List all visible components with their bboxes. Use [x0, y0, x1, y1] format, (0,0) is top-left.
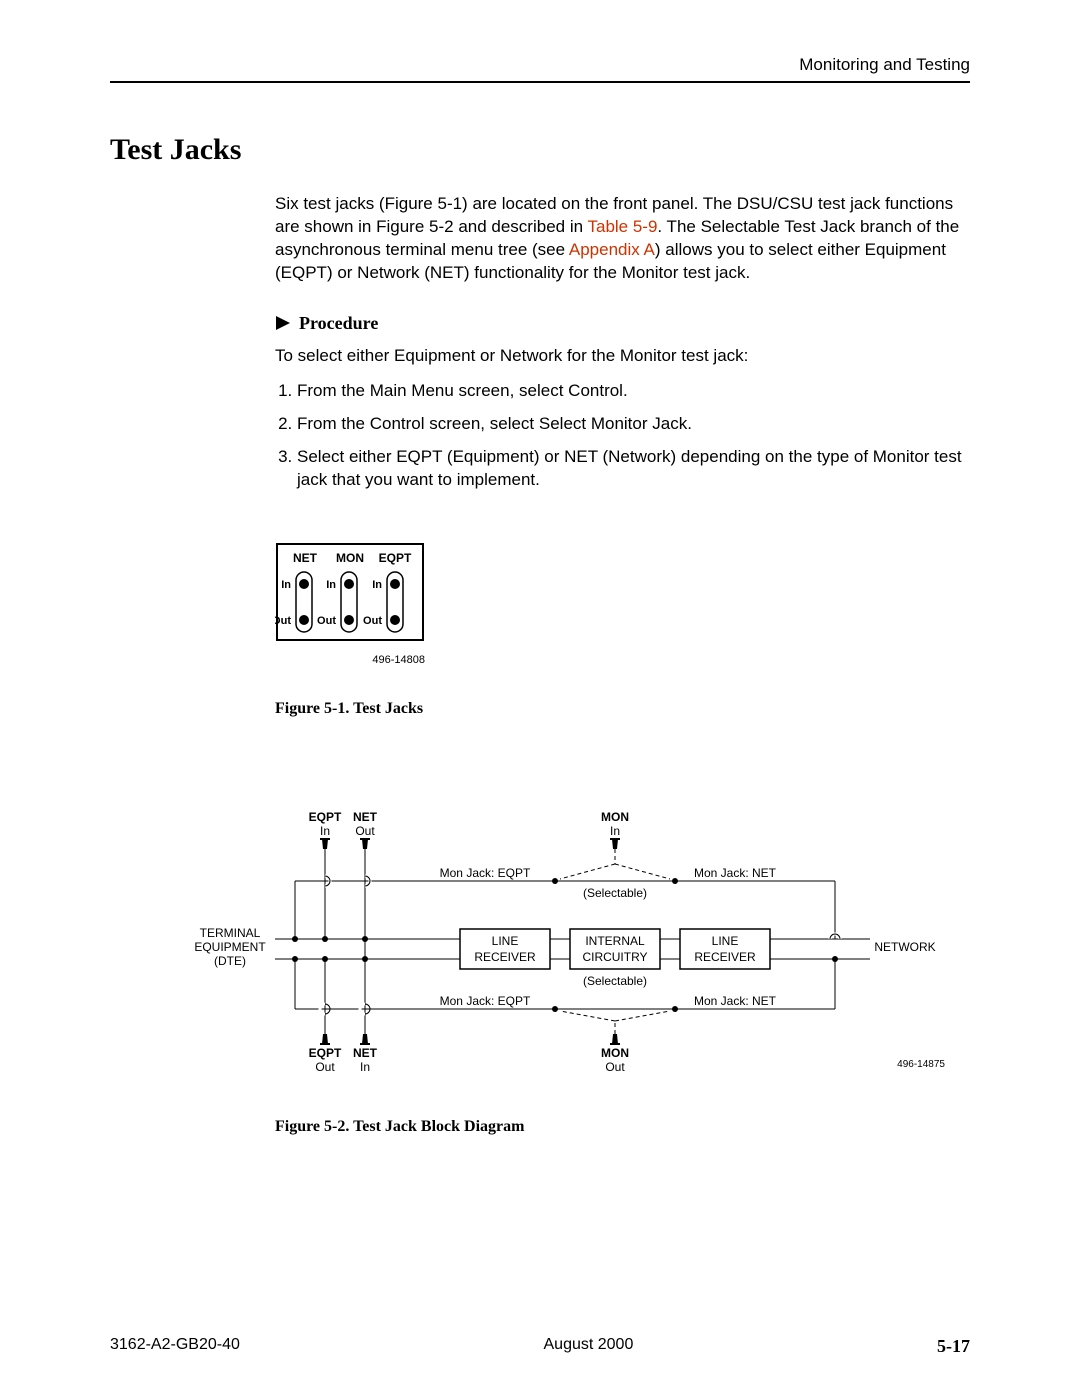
triangle-icon — [275, 315, 291, 331]
fig2-box-lr2-l2: RECEIVER — [694, 950, 756, 964]
fig2-box-lr2-l1: LINE — [712, 934, 739, 948]
fig1-out-3: Out — [363, 615, 382, 627]
fig1-in-1: In — [281, 579, 291, 591]
page: Monitoring and Testing Test Jacks Six te… — [0, 0, 1080, 1397]
figure-5-2: EQPT NET In Out MON In EQPT NET Out In M… — [175, 809, 970, 1138]
procedure-intro: To select either Equipment or Network fo… — [275, 345, 970, 368]
footer-page: 5-17 — [937, 1336, 970, 1357]
fig2-bot-eqpt: EQPT — [309, 1046, 342, 1060]
procedure-heading: Procedure — [275, 311, 970, 335]
fig2-bot-mon: MON — [601, 1046, 629, 1060]
footer-docid: 3162-A2-GB20-40 — [110, 1336, 240, 1357]
fig1-out-2: Out — [317, 615, 336, 627]
fig2-mon-eqpt-bot: Mon Jack: EQPT — [440, 994, 531, 1008]
fig1-in-3: In — [372, 579, 382, 591]
footer: 3162-A2-GB20-40 August 2000 5-17 — [110, 1336, 970, 1357]
fig2-mon-eqpt-top: Mon Jack: EQPT — [440, 866, 531, 880]
figure-5-1-caption: Figure 5-1. Test Jacks — [275, 698, 970, 720]
fig1-col-1: In Out — [275, 572, 312, 632]
link-table-5-9[interactable]: Table 5-9 — [587, 217, 657, 236]
fig2-box-int-l1: INTERNAL — [585, 934, 645, 948]
fig2-box-int-l2: CIRCUITRY — [582, 950, 647, 964]
procedure-steps: From the Main Menu screen, select Contro… — [275, 380, 970, 492]
fig2-bot-mon-out: Out — [605, 1060, 625, 1074]
step-2: From the Control screen, select Select M… — [297, 413, 970, 436]
fig1-col-eqpt: EQPT — [379, 551, 412, 565]
fig1-col-mon: MON — [336, 551, 364, 565]
fig2-bot-net: NET — [353, 1046, 378, 1060]
figure-5-2-svg: EQPT NET In Out MON In EQPT NET Out In M… — [175, 809, 955, 1079]
fig2-selectable-bot: (Selectable) — [583, 974, 647, 988]
fig2-top-jacks — [320, 839, 620, 849]
header-section: Monitoring and Testing — [110, 55, 970, 75]
fig1-col-2: In Out — [317, 572, 357, 632]
fig2-box-lr1-l2: RECEIVER — [474, 950, 536, 964]
figure-5-1: NET MON EQPT In Out In Out — [275, 542, 970, 719]
fig2-top-out: Out — [355, 824, 375, 838]
fig2-top-mon: MON — [601, 810, 629, 824]
fig2-top-in: In — [320, 824, 330, 838]
fig2-right-label: NETWORK — [874, 940, 935, 954]
fig1-col-net: NET — [293, 551, 318, 565]
fig2-top-mon-in: In — [610, 824, 620, 838]
content: Six test jacks (Figure 5-1) are located … — [275, 193, 970, 1138]
fig1-col-3: In Out — [363, 572, 403, 632]
fig2-left-l3: (DTE) — [214, 954, 246, 968]
fig2-bot-in: In — [360, 1060, 370, 1074]
intro-paragraph: Six test jacks (Figure 5-1) are located … — [275, 193, 970, 285]
fig2-left-l2: EQUIPMENT — [194, 940, 266, 954]
fig2-mon-net-bot: Mon Jack: NET — [694, 994, 777, 1008]
step-1: From the Main Menu screen, select Contro… — [297, 380, 970, 403]
figure-5-1-svg: NET MON EQPT In Out In Out — [275, 542, 425, 642]
fig2-left-l1: TERMINAL — [200, 926, 261, 940]
fig1-in-2: In — [326, 579, 336, 591]
link-appendix-a[interactable]: Appendix A — [569, 240, 655, 259]
fig2-top-eqpt: EQPT — [309, 810, 342, 824]
figure-5-2-refno: 496-14875 — [897, 1059, 945, 1070]
fig2-mon-net-top: Mon Jack: NET — [694, 866, 777, 880]
page-title: Test Jacks — [110, 133, 970, 167]
header-rule — [110, 81, 970, 83]
figure-5-1-refno: 496-14808 — [275, 653, 425, 668]
fig2-box-lr1-l1: LINE — [492, 934, 519, 948]
procedure-label: Procedure — [299, 311, 378, 335]
fig2-selectable-top: (Selectable) — [583, 886, 647, 900]
fig2-bot-jacks — [320, 1034, 620, 1044]
fig2-top-net: NET — [353, 810, 378, 824]
figure-5-2-caption: Figure 5-2. Test Jack Block Diagram — [275, 1116, 970, 1138]
footer-date: August 2000 — [544, 1336, 634, 1357]
step-3: Select either EQPT (Equipment) or NET (N… — [297, 446, 970, 492]
fig1-out-1: Out — [275, 615, 291, 627]
fig2-bot-out: Out — [315, 1060, 335, 1074]
